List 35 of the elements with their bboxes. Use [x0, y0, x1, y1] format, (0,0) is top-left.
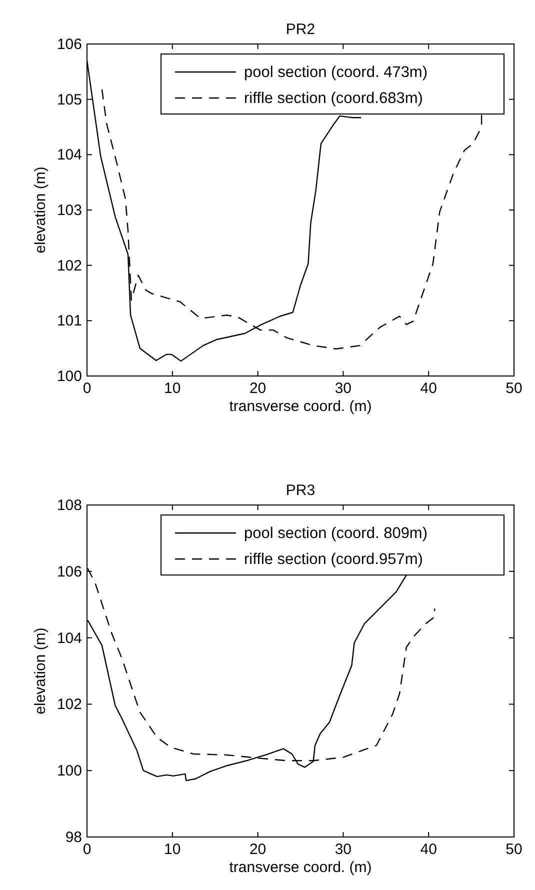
x-tick-label: 10	[164, 380, 181, 397]
y-tick-label: 106	[56, 36, 82, 53]
y-tick-label: 103	[56, 202, 82, 219]
x-tick-label: 10	[164, 841, 181, 858]
x-tick-label: 40	[420, 380, 437, 397]
x-tick-label: 20	[249, 380, 266, 397]
legend-label: pool section (coord. 809m)	[244, 525, 428, 542]
y-tick-label: 104	[56, 630, 82, 647]
x-tick-label: 40	[420, 841, 437, 858]
x-tick-label: 0	[82, 841, 92, 858]
legend-label: pool section (coord. 473m)	[244, 64, 428, 81]
y-tick-label: 106	[56, 563, 82, 580]
legend-label: riffle section (coord.957m)	[244, 551, 423, 568]
y-tick-label: 102	[56, 696, 82, 714]
y-tick-label: 108	[56, 497, 82, 514]
chart-title: PR3	[286, 482, 316, 499]
legend-label: riffle section (coord.683m)	[244, 90, 423, 107]
y-tick-label: 98	[65, 829, 82, 846]
x-tick-label: 0	[82, 380, 92, 397]
y-tick-label: 100	[56, 368, 82, 385]
y-tick-label: 105	[56, 91, 82, 108]
x-tick-label: 30	[334, 841, 352, 858]
x-axis-title: transverse coord. (m)	[229, 398, 372, 415]
y-tick-label: 100	[56, 762, 82, 780]
x-tick-label: 50	[506, 380, 522, 397]
x-axis-title: transverse coord. (m)	[229, 859, 372, 876]
y-tick-label: 104	[56, 146, 82, 164]
x-tick-label: 20	[249, 841, 266, 858]
y-tick-label: 102	[56, 257, 82, 274]
y-axis-title: elevation (m)	[32, 628, 49, 714]
y-axis-title: elevation (m)	[32, 166, 49, 254]
y-tick-label: 101	[56, 312, 82, 330]
chart-title: PR2	[286, 21, 316, 38]
x-tick-label: 50	[506, 841, 522, 858]
x-tick-label: 30	[334, 380, 352, 397]
